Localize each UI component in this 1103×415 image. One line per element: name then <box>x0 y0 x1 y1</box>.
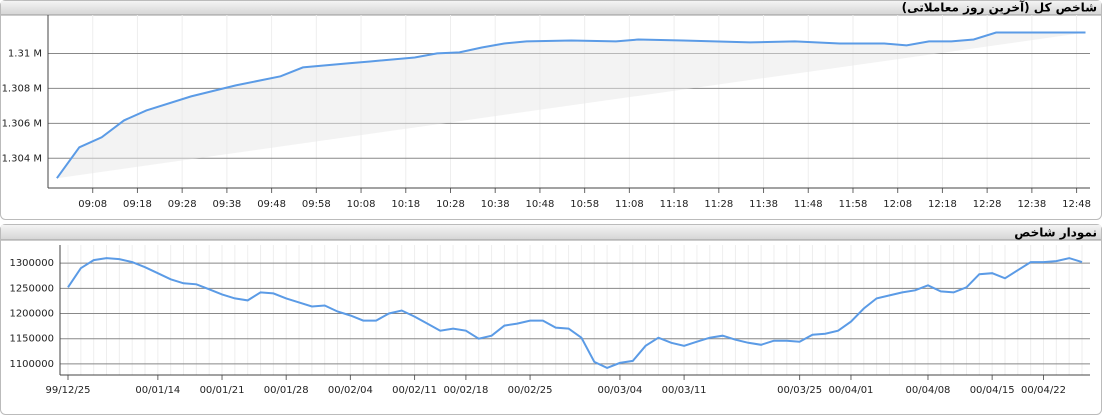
y-tick-label: 1.308 M <box>2 83 42 94</box>
x-tick-label: 00/02/25 <box>508 385 553 396</box>
x-tick-label: 00/01/28 <box>264 385 309 396</box>
x-tick-label: 10:38 <box>481 199 510 210</box>
y-tick-label: 1150000 <box>9 334 54 345</box>
x-tick-label: 00/02/04 <box>328 385 373 396</box>
x-tick-label: 11:58 <box>839 199 868 210</box>
x-tick-label: 10:28 <box>436 199 465 210</box>
y-tick-label: 1.31 M <box>8 48 42 59</box>
x-tick-label: 00/02/18 <box>443 385 488 396</box>
x-tick-label: 11:08 <box>615 199 644 210</box>
x-tick-label: 10:08 <box>347 199 376 210</box>
data-line <box>56 31 1086 179</box>
y-tick-label: 1.306 M <box>2 118 42 129</box>
panel-title: شاخص کل (آخرین روز معاملاتی) <box>902 0 1097 16</box>
x-tick-label: 09:28 <box>168 199 197 210</box>
x-tick-label: 00/04/15 <box>970 385 1015 396</box>
panel-header <box>1 225 1101 240</box>
x-tick-label: 99/12/25 <box>46 385 91 396</box>
x-tick-label: 10:48 <box>526 199 555 210</box>
y-tick-label: 1300000 <box>9 258 54 269</box>
x-tick-label: 12:08 <box>883 199 912 210</box>
x-tick-label: 12:48 <box>1062 199 1091 210</box>
x-tick-label: 00/01/14 <box>135 385 180 396</box>
x-tick-label: 00/03/04 <box>597 385 642 396</box>
x-tick-label: 00/01/21 <box>200 385 245 396</box>
x-tick-label: 09:58 <box>302 199 331 210</box>
y-tick-label: 1250000 <box>9 283 54 294</box>
x-tick-label: 09:38 <box>212 199 241 210</box>
x-tick-label: 11:38 <box>749 199 778 210</box>
y-tick-label: 1.304 M <box>2 153 42 164</box>
area-shade <box>56 32 1086 179</box>
x-tick-label: 10:18 <box>391 199 420 210</box>
panel-title: نمودار شاخص <box>1014 226 1097 241</box>
y-tick-label: 1100000 <box>9 359 54 370</box>
x-tick-label: 12:18 <box>928 199 957 210</box>
x-tick-label: 00/03/25 <box>777 385 822 396</box>
x-tick-label: 12:38 <box>1017 199 1046 210</box>
x-tick-label: 09:08 <box>78 199 107 210</box>
x-tick-label: 00/04/22 <box>1021 385 1066 396</box>
data-line <box>67 257 1083 369</box>
x-tick-label: 09:48 <box>257 199 286 210</box>
y-tick-label: 1200000 <box>9 309 54 320</box>
x-tick-label: 09:18 <box>123 199 152 210</box>
x-tick-label: 00/04/08 <box>906 385 951 396</box>
x-tick-label: 10:58 <box>570 199 599 210</box>
x-tick-label: 12:28 <box>973 199 1002 210</box>
x-tick-label: 11:28 <box>704 199 733 210</box>
x-tick-label: 00/02/11 <box>392 385 437 396</box>
x-tick-label: 00/04/01 <box>829 385 874 396</box>
x-tick-label: 11:48 <box>794 199 823 210</box>
x-tick-label: 00/03/11 <box>662 385 707 396</box>
x-tick-label: 11:18 <box>660 199 689 210</box>
panel-header <box>1 1 1101 15</box>
